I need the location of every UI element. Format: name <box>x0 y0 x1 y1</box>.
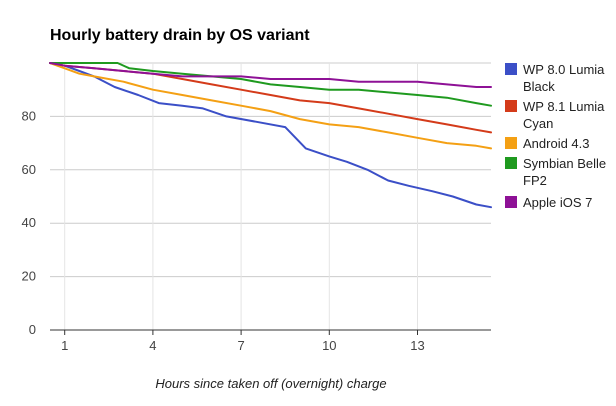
tick-labels: 0 20 40 60 80 1 4 7 10 13 <box>22 108 425 353</box>
legend-swatch-2 <box>505 137 517 149</box>
chart-title: Hourly battery drain by OS variant <box>50 27 310 44</box>
x-tick-label: 7 <box>237 338 244 353</box>
legend-label-0: Black <box>523 79 555 94</box>
y-tick-label: 60 <box>22 162 36 177</box>
axes <box>50 329 491 335</box>
x-axis-title: Hours since taken off (overnight) charge <box>155 376 386 391</box>
legend-swatch-3 <box>505 157 517 169</box>
x-tick-label: 10 <box>322 338 336 353</box>
y-tick-label: 80 <box>22 108 36 123</box>
legend-label-3: FP2 <box>523 173 547 188</box>
x-tick-label: 13 <box>410 338 424 353</box>
series-line-2 <box>49 62 492 150</box>
x-tick-label: 1 <box>61 338 68 353</box>
legend-label-0: WP 8.0 Lumia <box>523 62 605 77</box>
legend-swatch-0 <box>505 63 517 75</box>
y-tick-label: 0 <box>29 322 36 337</box>
legend-label-3: Symbian Belle <box>523 156 606 171</box>
gridlines <box>50 62 491 330</box>
legend-label-1: WP 8.1 Lumia <box>523 99 605 114</box>
x-tick-label: 4 <box>149 338 156 353</box>
series-line-0 <box>49 62 492 209</box>
legend-swatch-1 <box>505 100 517 112</box>
series-lines <box>49 62 492 209</box>
legend: WP 8.0 Lumia Black WP 8.1 Lumia Cyan Android… <box>505 62 606 210</box>
series-line-3 <box>49 62 492 107</box>
legend-swatch-4 <box>505 196 517 208</box>
series-line-1 <box>49 62 492 134</box>
y-tick-label: 20 <box>22 269 36 284</box>
legend-label-1: Cyan <box>523 116 553 131</box>
series-line-4 <box>49 62 492 88</box>
legend-label-4: Apple iOS 7 <box>523 195 592 210</box>
legend-label-2: Android 4.3 <box>523 136 590 151</box>
y-tick-label: 40 <box>22 215 36 230</box>
